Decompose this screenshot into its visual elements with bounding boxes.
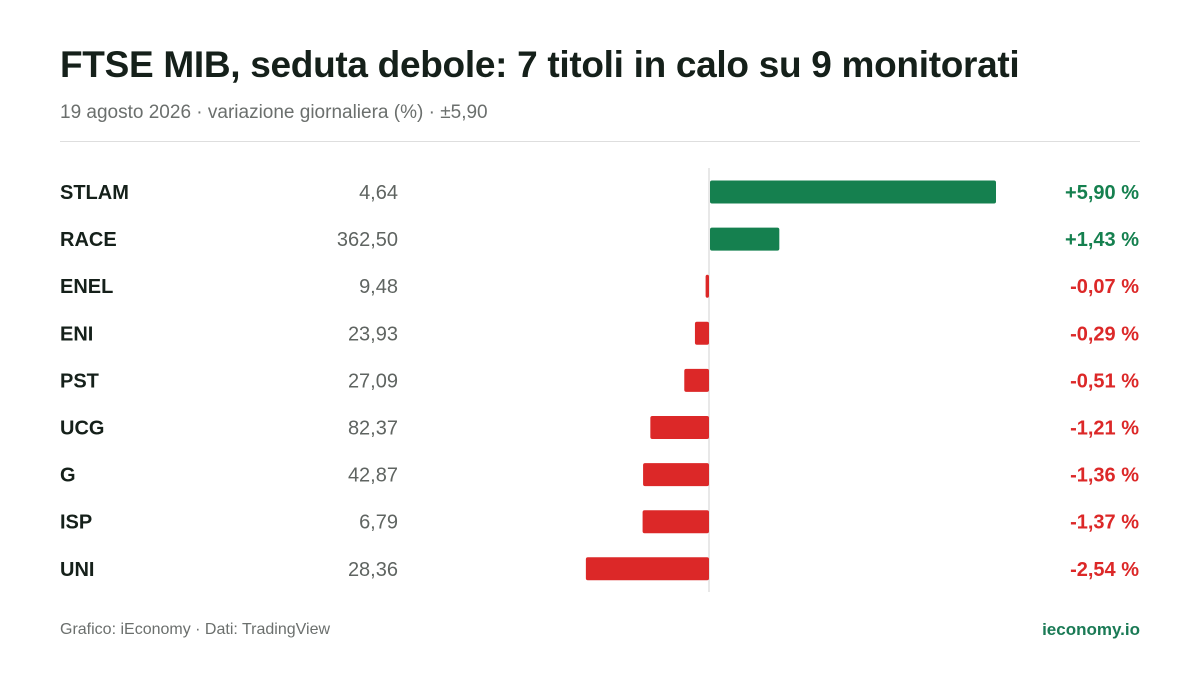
ticker-label: ENI	[60, 323, 93, 345]
ticker-label: ISP	[60, 512, 92, 534]
ticker-label: PST	[60, 370, 99, 392]
change-label: +1,43 %	[1065, 229, 1139, 251]
bar	[710, 180, 996, 204]
change-label: -0,07 %	[1070, 276, 1139, 298]
ticker-label: UNI	[60, 559, 94, 581]
change-label: -1,21 %	[1070, 418, 1139, 440]
price-label: 27,09	[348, 370, 398, 392]
ticker-label: G	[60, 465, 76, 487]
price-label: 4,64	[359, 182, 398, 204]
bar	[705, 274, 709, 298]
price-label: 82,37	[348, 418, 398, 440]
brand-link[interactable]: ieconomy.io	[1042, 620, 1140, 639]
bar	[585, 557, 709, 581]
change-label: -2,54 %	[1070, 559, 1139, 581]
bar	[694, 321, 709, 345]
header-divider	[60, 141, 1140, 142]
price-label: 6,79	[359, 512, 398, 534]
source-note: Grafico: iEconomy · Dati: TradingView	[60, 621, 331, 638]
price-label: 23,93	[348, 323, 398, 345]
price-label: 42,87	[348, 465, 398, 487]
price-label: 9,48	[359, 276, 398, 298]
ticker-label: ENEL	[60, 276, 113, 298]
ticker-label: UCG	[60, 418, 104, 440]
bar	[684, 368, 709, 392]
change-label: -0,29 %	[1070, 323, 1139, 345]
bar	[650, 416, 709, 439]
price-label: 28,36	[348, 559, 398, 581]
bar	[642, 510, 709, 534]
ticker-label: RACE	[60, 229, 117, 251]
change-label: -1,36 %	[1070, 465, 1139, 487]
change-label: -1,37 %	[1070, 512, 1139, 534]
chart-title: FTSE MIB, seduta debole: 7 titoli in cal…	[60, 44, 1020, 85]
change-label: +5,90 %	[1065, 182, 1139, 204]
bar	[643, 463, 709, 487]
change-label: -0,51 %	[1070, 370, 1139, 392]
bar	[710, 227, 780, 251]
ticker-label: STLAM	[60, 182, 129, 204]
chart-subtitle: 19 agosto 2026 · variazione giornaliera …	[60, 102, 488, 123]
price-label: 362,50	[337, 229, 398, 251]
